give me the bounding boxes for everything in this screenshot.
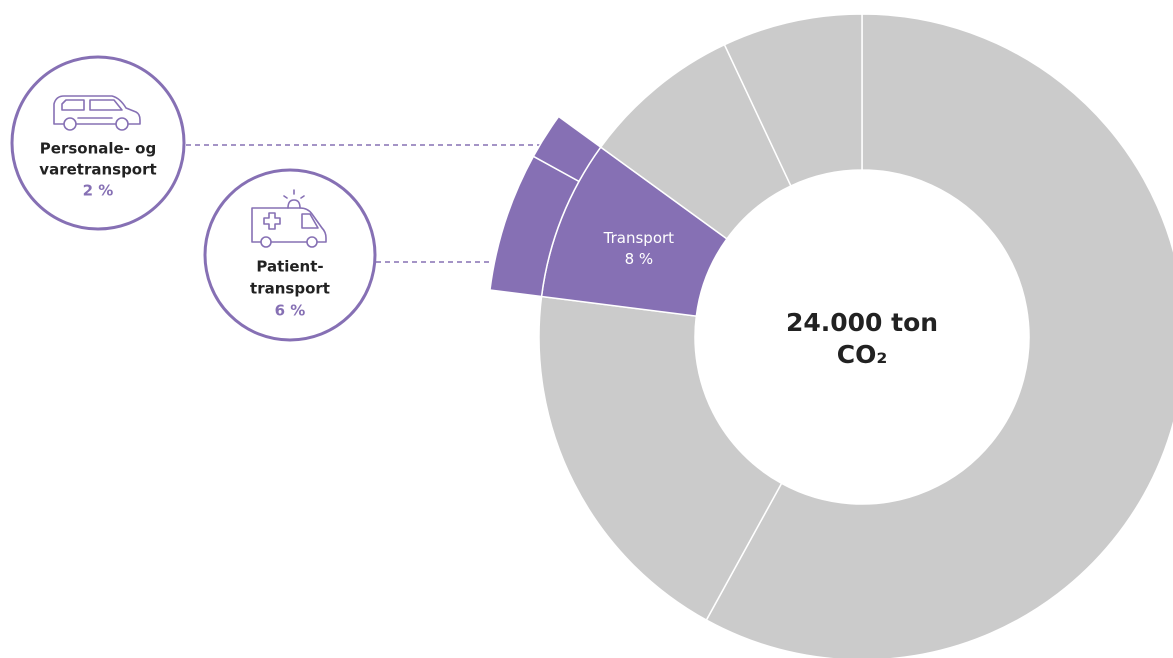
center-label: 24.000 ton [786,308,938,337]
callout-circle [203,168,377,342]
callout-label: Personale- og [40,140,156,158]
segment-label: Transport [603,229,675,247]
ambulance-icon [251,189,327,248]
callout-value: 2 % [83,182,114,200]
donut-segment [538,295,783,622]
center-label: CO₂ [837,340,888,369]
segment-value: 8 % [625,250,654,268]
callout-label: varetransport [39,161,156,179]
breakdown-segment [532,115,602,183]
donut-segment [705,13,1173,658]
car-icon [53,95,141,131]
callout-value: 6 % [275,302,306,320]
donut [489,13,1173,658]
callout-label: transport [250,280,330,298]
callout-label: Patient- [256,258,323,276]
donut-segment [723,13,863,187]
